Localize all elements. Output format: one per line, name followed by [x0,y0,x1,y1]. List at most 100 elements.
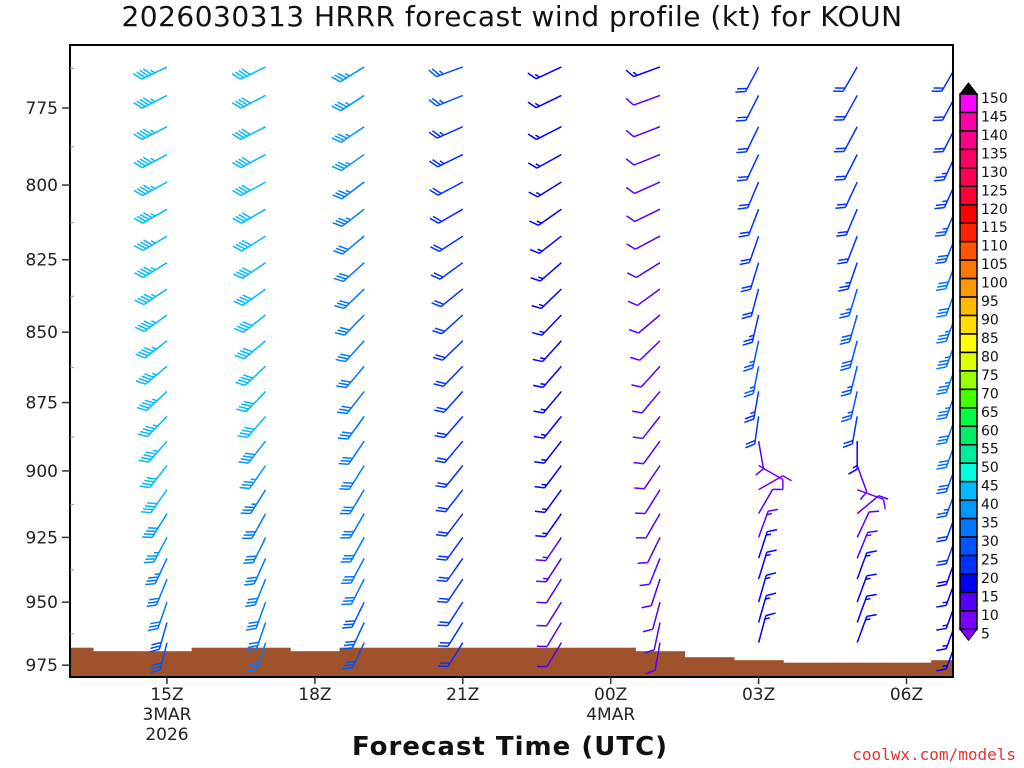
barb-feather [631,410,643,414]
barb-feather [938,435,949,439]
colorbar-label: 150 [981,91,1008,107]
wind-barb [533,390,562,414]
wind-barb [437,642,464,668]
barb-staff [545,536,563,562]
wind-barb [136,390,168,412]
barb-half-feather [344,73,350,77]
barb-half-feather [944,406,951,410]
barb-feather [238,213,248,221]
barb-feather [431,130,441,138]
barb-half-feather [535,191,542,196]
wind-barb [757,528,778,559]
barb-staff [350,578,365,605]
barb-feather [743,392,754,398]
barb-feather [935,175,946,179]
barb-half-feather [537,248,543,252]
wind-barb [848,441,858,475]
barb-feather [136,215,147,223]
barb-feather [140,295,151,302]
barb-feather [133,72,143,80]
wind-barb [933,158,953,182]
barb-staff [848,314,858,343]
wind-barb [437,622,464,647]
barb-feather [135,353,146,359]
barb-feather [343,664,354,667]
credit-link[interactable]: coolwx.com/models [852,745,1016,764]
barb-staff [542,390,562,414]
wind-barb [234,340,267,360]
barb-feather [339,434,350,437]
barb-staff [757,531,768,559]
barb-feather [139,98,149,106]
barb-feather [133,102,143,109]
barb-feather [338,462,349,466]
colorbar-box [959,259,978,280]
barb-feather [240,458,251,462]
wind-barb [243,537,267,565]
barb-staff [443,415,464,438]
barb-staff [546,642,563,668]
barb-feather [335,219,346,225]
x-tick-label: 03Z [742,685,775,705]
terrain-segment [783,662,834,677]
barb-feather [133,133,143,141]
barb-staff [945,421,953,443]
barb-feather [432,158,442,166]
barb-feather [938,385,949,389]
wind-barb [626,208,661,223]
barb-staff [436,126,464,139]
wind-barb [637,537,661,565]
colorbar-box [959,314,978,335]
barb-staff [351,642,365,669]
barb-feather [435,354,446,359]
barb-staff [349,513,365,539]
barb-feather [631,384,642,388]
barb-feather [336,275,347,280]
barb-feather [142,128,153,136]
wind-barb [341,601,365,629]
barb-feather [632,436,643,440]
barb-feather [241,97,251,104]
barb-half-feather [541,508,548,511]
barb-half-feather [534,102,540,107]
barb-feather [534,485,545,489]
y-axis: 775 800 825 850 875 900 925 950 975 [26,68,74,676]
wind-barb [246,601,267,631]
wind-barb [333,235,365,255]
wind-barb [428,153,464,168]
x-tick-sublabel: 3MAR [143,705,192,725]
barb-feather [150,645,161,650]
barb-feather [345,660,356,664]
barb-staff [633,94,661,106]
barb-feather [633,461,644,465]
wind-barb [645,642,661,675]
barb-staff [945,542,953,564]
wind-barb [936,607,953,631]
barb-feather [145,505,156,508]
barb-feather [246,627,257,631]
colorbar-box [959,204,978,224]
barb-staff [444,440,464,463]
wind-barb [138,440,168,463]
wind-barb [932,99,953,122]
barb-feather [627,272,637,279]
wind-barb [140,489,168,514]
wind-barb [135,365,168,385]
barb-half-feather [345,133,351,138]
barb-staff [546,622,563,647]
barb-feather [741,285,752,289]
barb-feather [140,511,152,514]
barb-feather [338,189,348,196]
barb-staff [443,390,464,413]
barb-feather [936,416,947,421]
barb-half-feather [151,346,157,350]
barb-staff [246,415,267,438]
terrain-fill [70,647,953,677]
barb-staff [757,552,768,580]
barb-half-feather [943,508,949,511]
wind-barb [135,340,168,359]
barb-staff [856,616,868,643]
wind-barb [143,537,168,564]
barb-feather [438,555,449,558]
barb-feather [438,531,449,534]
